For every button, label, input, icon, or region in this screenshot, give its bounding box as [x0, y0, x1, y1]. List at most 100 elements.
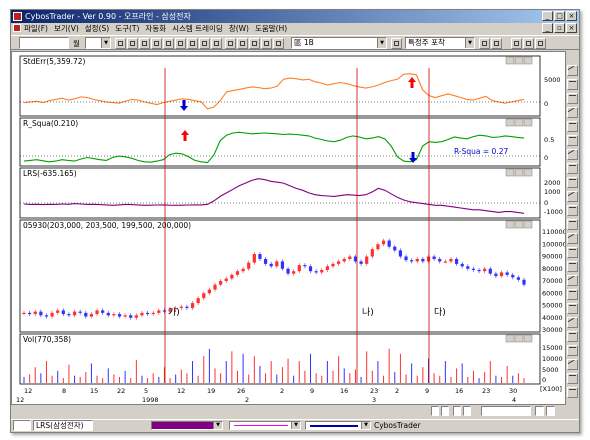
export-icon[interactable] [535, 38, 546, 49]
drawing-tool-15[interactable] [567, 275, 578, 286]
chevron-down-icon[interactable]: ▼ [377, 38, 386, 48]
menu-item-1[interactable]: 보기(V) [53, 24, 79, 33]
mdi-restore-button[interactable]: ▫ [554, 23, 565, 33]
panel-controls[interactable] [505, 56, 533, 65]
drawing-tool-0[interactable] [567, 65, 578, 76]
drawing-tool-10[interactable] [567, 205, 578, 216]
zoom-in-icon[interactable] [199, 38, 210, 49]
drawing-tool-14[interactable] [567, 261, 578, 272]
drawing-tool-4[interactable] [567, 121, 578, 132]
panel-controls[interactable] [505, 220, 533, 229]
menu-item-5[interactable]: 시스템 트레이딩 [172, 24, 223, 33]
zoom-out-icon[interactable] [211, 38, 222, 49]
volume-panel[interactable]: Vol(770,358) 15000 10000 5000 0 [X100] [19, 333, 563, 393]
lrs-color-select[interactable]: ▼ [151, 421, 223, 430]
zoom-out-icon[interactable] [453, 406, 461, 416]
drawing-tool-23[interactable] [567, 387, 578, 398]
line-chart-button[interactable] [127, 38, 138, 49]
menu-item-2[interactable]: 설정(S) [84, 24, 110, 33]
candle-button[interactable] [151, 38, 162, 49]
scroll-left-button[interactable] [431, 406, 439, 416]
volume-button[interactable] [163, 38, 174, 49]
drawing-tool-5[interactable] [567, 135, 578, 146]
volume-series [23, 348, 525, 383]
drawing-tool-8[interactable] [567, 177, 578, 188]
drawing-tool-6[interactable] [567, 149, 578, 160]
menu-item-7[interactable]: 도움말(H) [254, 24, 288, 33]
chevron-down-icon[interactable]: ▼ [465, 38, 474, 48]
chart-area[interactable]: StdErr(5,359.72) 5000 0 R_Squa(0.210) R-… [11, 51, 566, 405]
candle [61, 310, 65, 315]
drawing-tool-2[interactable] [567, 93, 578, 104]
mdi-minimize-button[interactable]: _ [542, 23, 553, 33]
menu-item-6[interactable]: 창(W) [228, 24, 249, 33]
panel-controls[interactable] [505, 168, 533, 177]
chart-scroll-track[interactable] [481, 406, 531, 416]
drawing-tool-1[interactable] [567, 79, 578, 90]
bar-chart-button[interactable] [139, 38, 150, 49]
period-select[interactable]: ▼ [85, 37, 111, 49]
rsqua-color-select[interactable]: ▼ [229, 421, 301, 430]
rsqua-panel[interactable]: R_Squa(0.210) R-Squa = 0.27 0.5 0 [19, 117, 554, 167]
maximize-button[interactable]: □ [554, 11, 565, 21]
lrs-tick-1: 1000 [544, 188, 561, 196]
drawing-tool-13[interactable] [567, 247, 578, 258]
drawing-tool-7[interactable] [567, 163, 578, 174]
layout-icon[interactable] [511, 38, 522, 49]
chart-canvas[interactable]: StdErr(5,359.72) 5000 0 R_Squa(0.210) R-… [12, 52, 565, 404]
close-button[interactable]: × [566, 11, 577, 21]
menu-item-4[interactable]: 자동화 [145, 24, 167, 33]
chevron-down-icon[interactable]: ▼ [101, 38, 110, 48]
drawing-tool-16[interactable] [567, 289, 578, 300]
mdi-close-button[interactable]: × [566, 23, 577, 33]
menu-item-0[interactable]: 파일(F) [24, 24, 48, 33]
stock-code-input[interactable] [19, 37, 69, 49]
drawing-tool-18[interactable] [567, 317, 578, 328]
date-tick: 12 [24, 387, 32, 395]
scroll-right-button[interactable] [441, 406, 449, 416]
date-tick: 8 [62, 387, 66, 395]
pattern-button[interactable] [187, 38, 198, 49]
panel-controls[interactable] [505, 334, 533, 343]
drawing-tool-20[interactable] [567, 345, 578, 356]
drawing-tool-17[interactable] [567, 303, 578, 314]
folder-icon[interactable] [249, 38, 260, 49]
candle [477, 269, 481, 272]
document-icon[interactable] [13, 24, 21, 32]
vertical-guides [164, 68, 430, 383]
indicator-tab[interactable]: LRS(삼성전자) [33, 420, 93, 431]
vol-tick-0: 15000 [542, 344, 563, 352]
search-icon[interactable] [479, 38, 490, 49]
candle [123, 315, 127, 317]
compare-icon[interactable] [523, 38, 534, 49]
zoom-in-icon[interactable] [463, 406, 471, 416]
lightbulb-icon[interactable] [491, 38, 502, 49]
stderr-panel[interactable]: StdErr(5,359.72) 5000 0 [19, 55, 561, 117]
indicator-button[interactable] [175, 38, 186, 49]
scheme-select[interactable]: 區 1B ▼ [291, 37, 387, 49]
scroll-next-button[interactable] [546, 406, 555, 416]
condition-select[interactable]: 특정주 포착 ▼ [405, 37, 475, 49]
panel-controls[interactable] [505, 118, 533, 127]
drawing-tool-11[interactable] [567, 219, 578, 230]
scroll-prev-button[interactable] [535, 406, 544, 416]
settings-icon[interactable] [261, 38, 272, 49]
price-panel[interactable]: 05930(203,000, 203,500, 199,500, 200,000… [19, 219, 565, 334]
minimize-button[interactable]: _ [542, 11, 553, 21]
drawing-tool-21[interactable] [567, 359, 578, 370]
grid-icon[interactable] [273, 38, 284, 49]
chart-type-button[interactable] [115, 38, 126, 49]
menu-item-3[interactable]: 도구(T) [115, 24, 140, 33]
drawing-tool-3[interactable] [567, 107, 578, 118]
save-icon[interactable] [237, 38, 248, 49]
candle [454, 258, 459, 264]
print-icon[interactable] [225, 38, 236, 49]
line-style-select[interactable]: ▼ [305, 421, 371, 430]
nav-buttons[interactable] [13, 420, 31, 431]
drawing-tool-19[interactable] [567, 331, 578, 342]
lrs-panel[interactable]: LRS(-635.165) 2000 1000 0 -1000 [19, 167, 563, 219]
drawing-tool-9[interactable] [567, 191, 578, 202]
drawing-tool-12[interactable] [567, 233, 578, 244]
filter-icon[interactable] [391, 38, 402, 49]
drawing-tool-22[interactable] [567, 373, 578, 384]
